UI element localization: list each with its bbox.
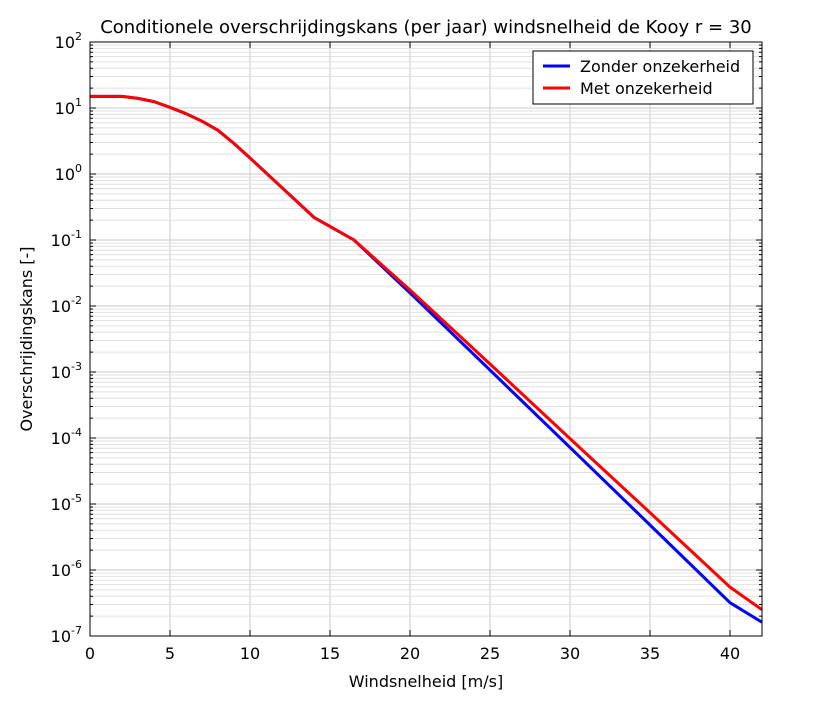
y-tick-label: 10-2: [51, 294, 82, 316]
y-tick-label: 10-3: [51, 360, 82, 382]
plot-frame: [89, 41, 763, 637]
y-tick-labels: 102 101 100 10-1 10-2 10-3 10-4 10-5 10-6 10-7: [51, 30, 82, 646]
y-tick-label: 10-7: [51, 624, 82, 646]
x-axis-label: Windsnelheid [m/s]: [349, 672, 503, 691]
x-tick-label: 15: [320, 644, 340, 663]
y-axis-label: Overschrijdingskans [-]: [17, 246, 36, 431]
series-line-1: [90, 94, 762, 611]
legend-label-met: Met onzekerheid: [580, 79, 713, 98]
legend: Zonder onzekerheid Met onzekerheid: [532, 50, 754, 105]
series-group: [90, 94, 762, 624]
y-tick-label: 10-1: [51, 228, 82, 250]
x-tick-label: 35: [640, 644, 660, 663]
x-tick-label: 25: [480, 644, 500, 663]
x-tick-label: 10: [240, 644, 260, 663]
x-tick-label: 40: [720, 644, 740, 663]
ticks: [89, 41, 762, 637]
y-tick-label: 10-4: [51, 426, 82, 448]
y-tick-label: 10-5: [51, 492, 82, 514]
x-tick-label: 0: [85, 644, 95, 663]
chart-title: Conditionele overschrijdingskans (per ja…: [100, 17, 752, 38]
series-line-0: [90, 94, 762, 624]
legend-label-zonder: Zonder onzekerheid: [580, 57, 740, 76]
x-tick-label: 5: [165, 644, 175, 663]
y-tick-label: 102: [55, 30, 82, 52]
x-tick-label: 20: [400, 644, 420, 663]
y-tick-label: 100: [55, 162, 82, 184]
legend-box: [532, 50, 754, 105]
y-tick-label: 10-6: [51, 558, 82, 580]
x-tick-label: 30: [560, 644, 580, 663]
x-tick-labels: 0 5 10 15 20 25 30 35 40: [85, 644, 740, 663]
grid: [89, 41, 762, 637]
y-tick-label: 101: [55, 96, 82, 118]
